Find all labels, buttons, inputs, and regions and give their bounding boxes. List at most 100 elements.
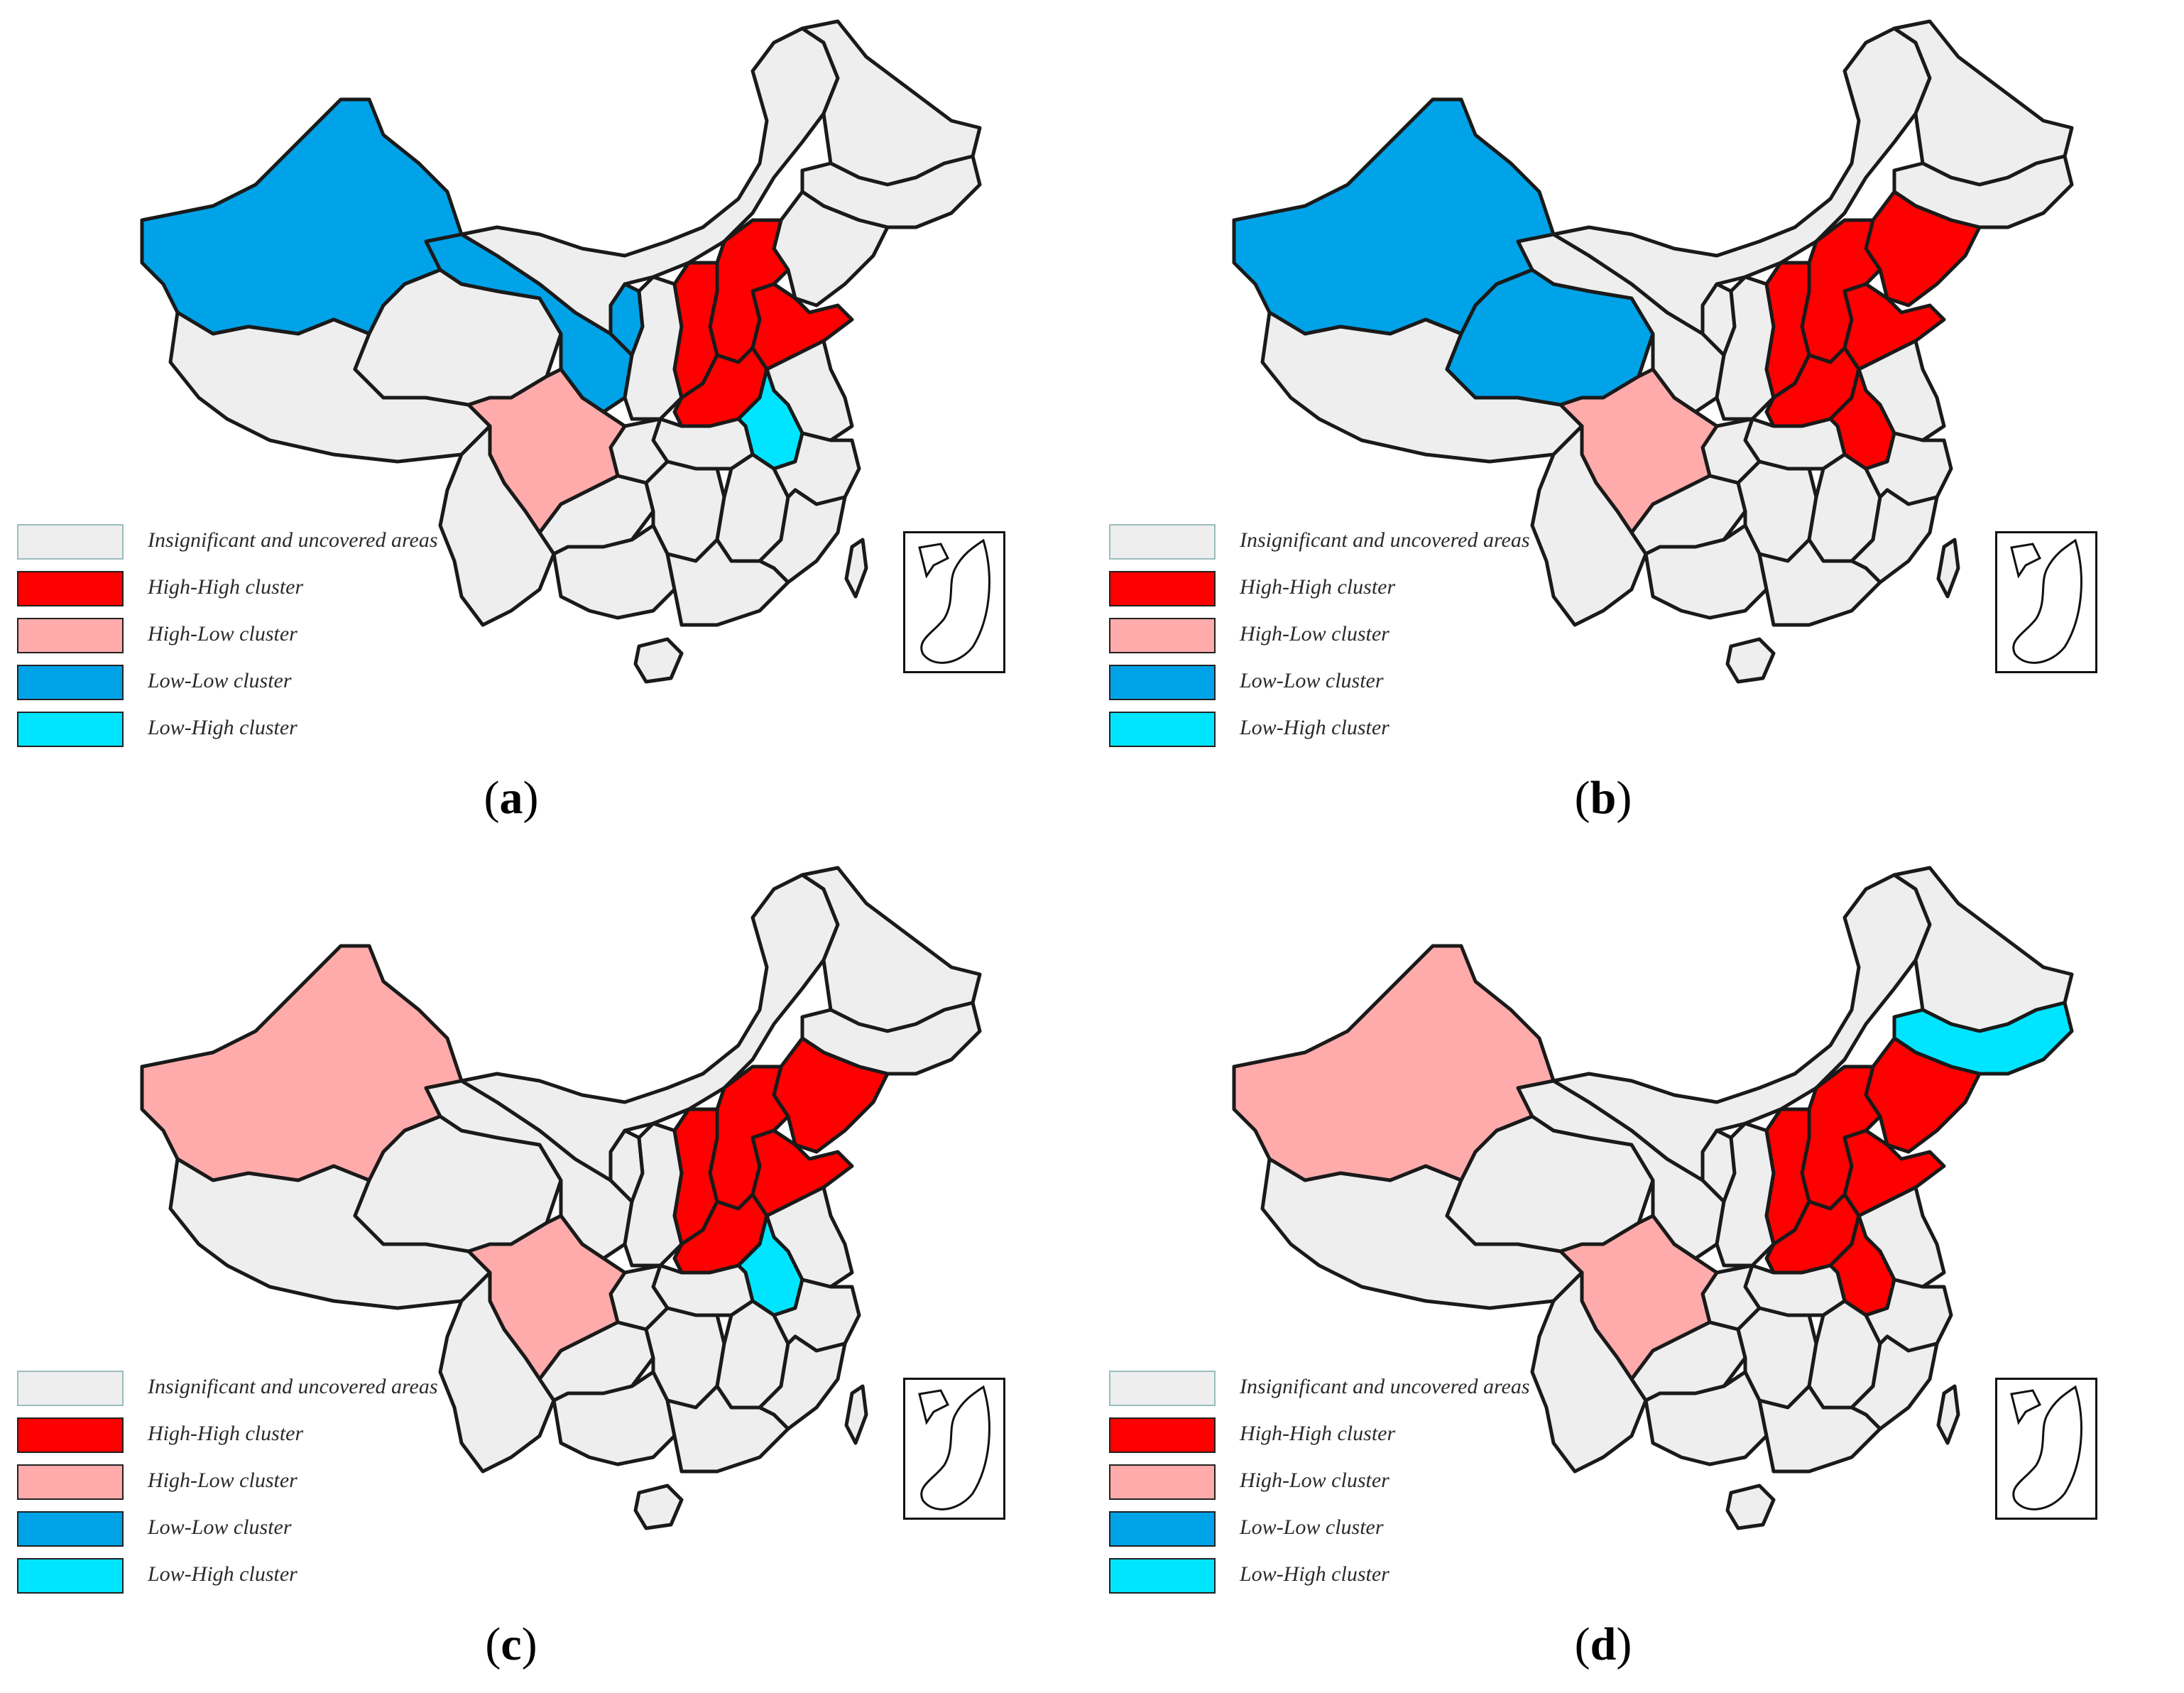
region-guangxi [1644, 1370, 1769, 1466]
region-guangxi [552, 1370, 677, 1466]
legend-swatch-high-high [1109, 571, 1216, 606]
region-hainan [633, 1484, 684, 1530]
region-guangdong [665, 538, 790, 627]
map-panel-d: Insignificant and uncovered areas High-H… [1092, 846, 2184, 1693]
region-yunnan [1530, 1270, 1648, 1474]
south-china-sea-inset [1995, 531, 2097, 673]
region-guangdong [1757, 1384, 1882, 1474]
legend: Insignificant and uncovered areas High-H… [17, 1371, 471, 1605]
panel-caption-letter: c [501, 1618, 522, 1670]
region-guangdong [1757, 538, 1882, 627]
region-guangxi [552, 523, 677, 620]
panel-caption: (a) [484, 772, 539, 824]
region-taiwan [1936, 1384, 1960, 1445]
region-qinghai [1445, 268, 1655, 407]
legend-swatch-insignificant [1109, 524, 1216, 560]
legend-label-low-high: Low-High cluster [1240, 1562, 1389, 1586]
china-province-map [140, 19, 982, 684]
south-china-sea-inset [1995, 1378, 2097, 1520]
legend-swatch-high-high [17, 1417, 124, 1453]
legend: Insignificant and uncovered areas High-H… [1109, 524, 1563, 758]
region-taiwan [844, 1384, 868, 1445]
china-province-map [1232, 866, 2074, 1530]
map-panel-b: Insignificant and uncovered areas High-H… [1092, 0, 2184, 846]
legend-label-high-high: High-High cluster [148, 1422, 304, 1445]
legend-label-low-low: Low-Low cluster [148, 669, 292, 692]
legend-label-low-low: Low-Low cluster [1240, 1515, 1384, 1539]
region-fujian [758, 488, 847, 584]
region-shaanxi [623, 1121, 684, 1268]
legend-swatch-low-low [1109, 1511, 1216, 1547]
region-yunnan [438, 424, 556, 627]
legend-swatch-high-high [1109, 1417, 1216, 1453]
region-hainan [633, 637, 684, 684]
legend-swatch-insignificant [17, 1371, 124, 1406]
legend-swatch-low-low [17, 1511, 124, 1547]
inset-outline [2010, 538, 2082, 664]
map-panel-c: Insignificant and uncovered areas High-H… [0, 846, 1092, 1693]
legend-label-low-low: Low-Low cluster [148, 1515, 292, 1539]
region-hainan [1725, 637, 1776, 684]
legend-swatch-low-low [1109, 665, 1216, 700]
panel-caption: (b) [1574, 772, 1632, 824]
panel-caption-letter: d [1590, 1618, 1617, 1670]
legend-label-high-low: High-Low cluster [1240, 622, 1389, 646]
legend-swatch-low-low [17, 665, 124, 700]
legend-label-high-high: High-High cluster [148, 575, 304, 599]
legend-label-insignificant: Insignificant and uncovered areas [1240, 1375, 1530, 1398]
legend-swatch-high-low [1109, 1464, 1216, 1500]
legend-swatch-high-low [17, 618, 124, 653]
legend-label-high-low: High-Low cluster [1240, 1469, 1389, 1492]
region-qinghai [1445, 1114, 1655, 1253]
legend-label-high-high: High-High cluster [1240, 1422, 1396, 1445]
legend: Insignificant and uncovered areas High-H… [17, 524, 471, 758]
legend-swatch-low-high [17, 1558, 124, 1594]
region-fujian [1850, 488, 1939, 584]
region-guangdong [665, 1384, 790, 1474]
legend-label-high-low: High-Low cluster [148, 1469, 297, 1492]
legend-swatch-low-high [1109, 1558, 1216, 1594]
legend-label-insignificant: Insignificant and uncovered areas [148, 528, 438, 552]
legend-swatch-insignificant [1109, 1371, 1216, 1406]
region-hainan [1725, 1484, 1776, 1530]
region-yunnan [438, 1270, 556, 1474]
inset-outline [2010, 1385, 2082, 1510]
legend-label-high-low: High-Low cluster [148, 622, 297, 646]
region-shandong [750, 1128, 854, 1218]
region-shaanxi [623, 275, 684, 421]
region-qinghai [353, 1114, 563, 1253]
region-fujian [1850, 1334, 1939, 1431]
south-china-sea-inset [903, 1378, 1005, 1520]
region-taiwan [844, 538, 868, 599]
legend-swatch-high-high [17, 571, 124, 606]
legend-label-high-high: High-High cluster [1240, 575, 1396, 599]
legend-label-low-high: Low-High cluster [1240, 716, 1389, 739]
region-qinghai [353, 268, 563, 407]
panel-caption: (c) [485, 1618, 537, 1670]
panel-caption: (d) [1574, 1618, 1632, 1670]
legend-swatch-low-high [1109, 712, 1216, 747]
panel-caption-letter: a [499, 772, 523, 824]
region-shandong [1842, 1128, 1946, 1218]
legend-label-insignificant: Insignificant and uncovered areas [1240, 528, 1530, 552]
legend-label-low-high: Low-High cluster [148, 1562, 297, 1586]
inset-outline [918, 538, 990, 664]
inset-outline [918, 1385, 990, 1510]
legend-swatch-high-low [17, 1464, 124, 1500]
region-taiwan [1936, 538, 1960, 599]
region-shandong [1842, 282, 1946, 371]
legend-label-insignificant: Insignificant and uncovered areas [148, 1375, 438, 1398]
map-panel-a: Insignificant and uncovered areas High-H… [0, 0, 1092, 846]
region-shandong [750, 282, 854, 371]
south-china-sea-inset [903, 531, 1005, 673]
region-yunnan [1530, 424, 1648, 627]
region-fujian [758, 1334, 847, 1431]
legend-swatch-insignificant [17, 524, 124, 560]
china-province-map [140, 866, 982, 1530]
region-shaanxi [1715, 1121, 1776, 1268]
region-shaanxi [1715, 275, 1776, 421]
legend-label-low-high: Low-High cluster [148, 716, 297, 739]
region-guangxi [1644, 523, 1769, 620]
legend: Insignificant and uncovered areas High-H… [1109, 1371, 1563, 1605]
legend-label-low-low: Low-Low cluster [1240, 669, 1384, 692]
